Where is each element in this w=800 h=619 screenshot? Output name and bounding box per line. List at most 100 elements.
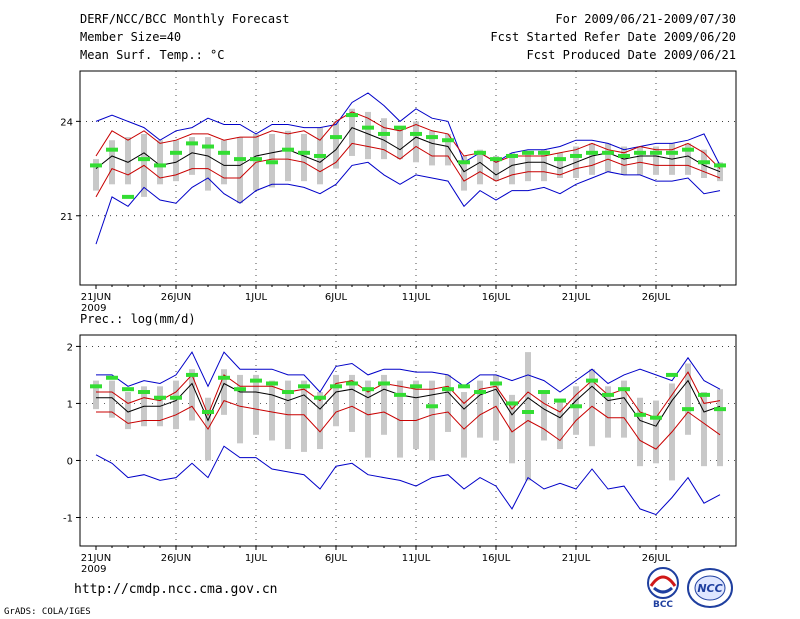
ensemble-box	[461, 155, 467, 191]
fcst-produced-label: Fcst Produced Date 2009/06/21	[526, 48, 736, 62]
ensemble-box	[221, 369, 227, 415]
x-year-label: 2009	[81, 564, 106, 575]
member-size-label: Member Size=40	[80, 30, 182, 44]
ensemble-box	[509, 394, 515, 464]
ensemble-box	[557, 400, 563, 450]
ensemble-box	[381, 118, 387, 160]
ensemble-box	[333, 374, 339, 427]
ensemble-box	[333, 121, 339, 169]
x-tick-label: 16JUL	[482, 553, 511, 564]
ensemble-box	[461, 392, 467, 458]
ensemble-box	[509, 152, 515, 185]
y-tick-label: 21	[60, 212, 73, 223]
ensemble-box	[189, 369, 195, 421]
bcc-logo: BCC	[647, 567, 679, 610]
ensemble-box	[349, 108, 355, 156]
ensemble-box	[685, 363, 691, 435]
ensemble-box	[301, 133, 307, 182]
ensemble-box	[589, 369, 595, 447]
x-tick-label: 21JUL	[562, 292, 591, 303]
ensemble-box	[221, 140, 227, 185]
y-tick-label: 24	[60, 117, 73, 128]
ensemble-box	[445, 133, 451, 166]
x-tick-label: 26JUL	[642, 553, 671, 564]
ensemble-box	[573, 386, 579, 435]
ensemble-box	[381, 374, 387, 435]
plot-frame	[79, 334, 737, 547]
x-tick-label: 16JUL	[482, 292, 511, 303]
ensemble-box	[477, 380, 483, 438]
ensemble-box	[541, 149, 547, 182]
ensemble-box	[413, 121, 419, 163]
ensemble-box	[589, 143, 595, 175]
ensemble-box	[685, 143, 691, 175]
ensemble-box	[365, 111, 371, 160]
ensemble-box	[717, 389, 723, 467]
ensemble-box	[93, 380, 99, 410]
ensemble-box	[125, 137, 131, 185]
x-tick-label: 11JUL	[402, 553, 431, 564]
ensemble-box	[413, 380, 419, 450]
ensemble-mean-line	[95, 126, 721, 176]
ensemble-box	[653, 400, 659, 464]
ensemble-box	[109, 380, 115, 418]
ensemble-box	[237, 374, 243, 444]
ensemble-box	[525, 352, 531, 481]
ensemble-box	[701, 392, 707, 467]
x-tick-label: 21JUN	[81, 553, 111, 564]
upper-spread-line	[96, 371, 721, 419]
ensemble-box	[397, 380, 403, 458]
ensemble-box	[317, 392, 323, 450]
lower-spread-line	[95, 142, 721, 198]
y-tick-label: -1	[63, 513, 73, 524]
ensemble-box	[173, 140, 179, 182]
ensemble-box	[493, 374, 499, 441]
x-tick-label: 26JUL	[642, 292, 671, 303]
ensemble-box	[541, 392, 547, 441]
ensemble-box	[605, 386, 611, 438]
x-tick-label: 1JUL	[245, 553, 268, 564]
chart-title: DERF/NCC/BCC Monthly Forecast	[80, 12, 290, 26]
ensemble-box	[397, 127, 403, 160]
ensemble-box	[637, 146, 643, 175]
ncc-logo: NCC	[687, 568, 733, 608]
ensemble-box	[125, 392, 131, 430]
ensemble-max-line	[95, 92, 721, 166]
ensemble-box	[365, 380, 371, 458]
ensemble-min-line	[95, 161, 721, 245]
ensemble-box	[605, 143, 611, 172]
ensemble-box	[93, 159, 99, 191]
y-tick-label: 2	[67, 342, 73, 353]
ensemble-max-line	[96, 351, 721, 393]
ensemble-box	[445, 374, 451, 432]
ensemble-box	[717, 162, 723, 182]
ncc-logo-text: NCC	[697, 582, 722, 595]
ensemble-box	[173, 380, 179, 430]
ensemble-box	[621, 146, 627, 175]
ensemble-box	[237, 137, 243, 204]
x-tick-label: 26JUN	[161, 292, 191, 303]
grads-credit: GrADS: COLA/IGES	[4, 607, 91, 617]
x-tick-label: 1JUL	[245, 292, 268, 303]
ensemble-box	[653, 146, 659, 175]
ensemble-box	[557, 152, 563, 178]
variable-label-precip: Prec.: log(mm/d)	[80, 312, 196, 326]
x-tick-label: 6JUL	[325, 553, 348, 564]
ensemble-box	[429, 130, 435, 166]
ensemble-box	[157, 140, 163, 185]
x-tick-label: 21JUN	[81, 292, 111, 303]
y-tick-label: 1	[67, 399, 73, 410]
forecast-period-label: For 2009/06/21-2009/07/30	[555, 12, 736, 26]
ensemble-min-line	[95, 445, 721, 516]
x-tick-label: 26JUN	[161, 553, 191, 564]
ensemble-box	[269, 380, 275, 441]
plot-frame	[79, 70, 737, 286]
chart-panel-2: -1 0 1 2 21JUN 26JUN 1JUL 6JUL 11JUL 16JUL 21JUL 26…	[63, 334, 737, 575]
ensemble-box	[285, 130, 291, 182]
chart-panel-1: 21 24 21JUN 26JUN 1JUL 6JUL 11JUL 16JUL 21JUL 26J…	[60, 70, 737, 314]
ensemble-box	[477, 149, 483, 185]
ensemble-box	[493, 155, 499, 182]
upper-spread-line	[95, 111, 721, 169]
ensemble-box	[253, 374, 259, 435]
